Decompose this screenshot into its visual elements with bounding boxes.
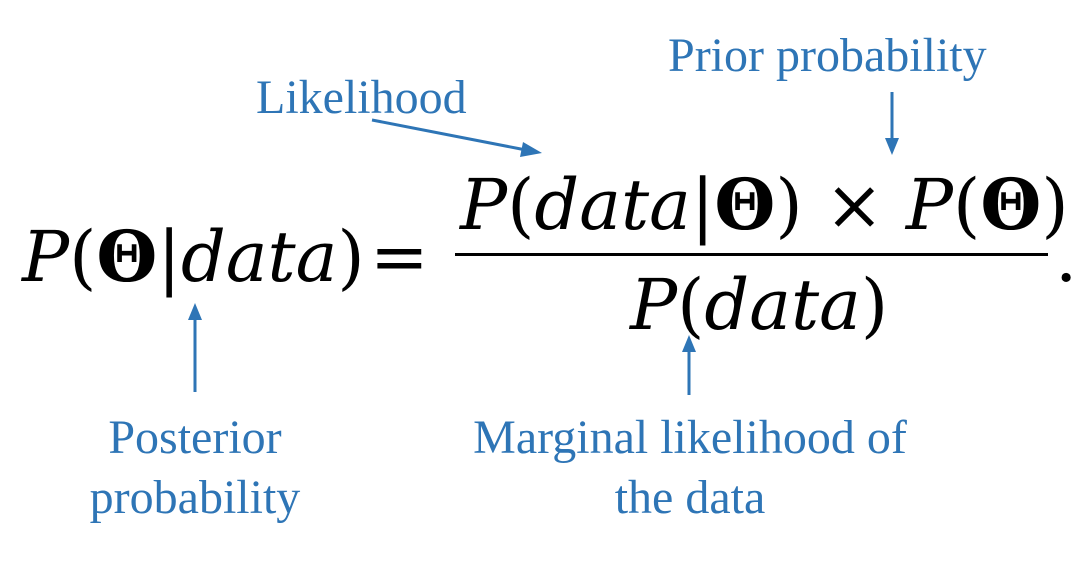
fraction-bar: [455, 253, 1048, 256]
posterior-label-line2: probability: [89, 471, 301, 524]
period: .: [1055, 216, 1078, 298]
equals-sign: =: [370, 216, 429, 298]
data-symbol: data: [704, 264, 861, 346]
open-paren: (: [507, 164, 535, 246]
open-paren: (: [69, 216, 97, 298]
given-bar: |: [690, 164, 715, 246]
given-bar: |: [157, 216, 181, 298]
p-symbol: P: [905, 164, 954, 246]
posterior-term: P(Θ|data): [22, 222, 365, 293]
likelihood-arrow: [371, 118, 542, 157]
open-paren: (: [677, 264, 705, 346]
posterior-arrow: [188, 303, 202, 392]
numerator: P(data|Θ) × P(Θ): [460, 170, 1069, 241]
theta-symbol: Θ: [714, 163, 776, 246]
p-symbol: P: [22, 216, 70, 298]
marginal-label: Marginal likelihood of the data: [440, 408, 940, 528]
marginal-arrow: [682, 335, 696, 395]
open-paren: (: [953, 164, 981, 246]
p-symbol: P: [630, 264, 678, 346]
data-symbol: data: [181, 216, 338, 298]
theta-symbol: Θ: [96, 215, 158, 298]
posterior-label: Posterior probability: [75, 408, 315, 528]
marginal-label-line1: Marginal likelihood of: [473, 411, 907, 464]
prior-label: Prior probability: [668, 29, 987, 82]
close-paren: ): [775, 164, 803, 246]
times-sign: ×: [824, 164, 884, 246]
close-paren: ): [337, 216, 365, 298]
close-paren: ): [860, 264, 889, 346]
p-symbol: P: [460, 164, 508, 246]
close-paren: ): [1041, 164, 1069, 246]
denominator: P(data): [630, 270, 888, 340]
likelihood-label: Likelihood: [256, 71, 467, 124]
prior-arrow: [885, 92, 899, 155]
theta-symbol: Θ: [980, 163, 1042, 246]
data-symbol: data: [534, 164, 691, 246]
marginal-label-line2: the data: [614, 471, 766, 524]
posterior-label-line1: Posterior: [108, 411, 282, 464]
